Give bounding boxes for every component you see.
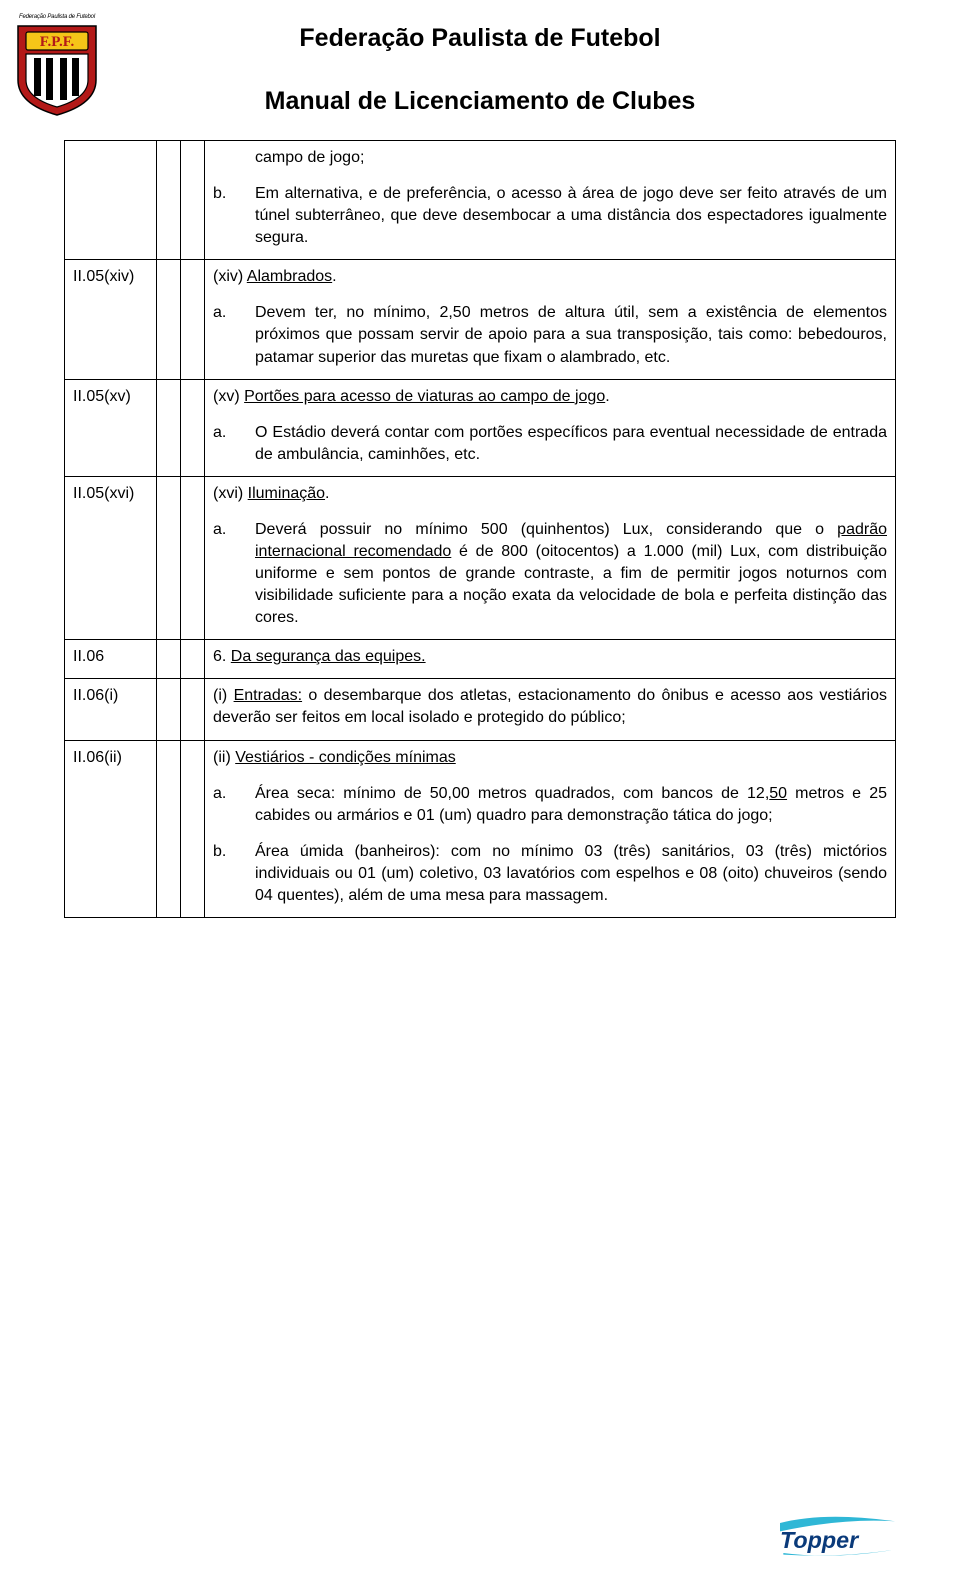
row-id [65,141,157,260]
item-marker: b. [213,183,255,249]
table-row: II.05(xv) (xv) Portões para acesso de vi… [65,379,896,476]
row-heading: (ii) Vestiários - condições mínimas [213,747,887,769]
row-heading: (xvi) Iluminação. [213,483,887,505]
row-id: II.06 [65,640,157,679]
row-id: II.05(xiv) [65,260,157,379]
row-content: 6. Da segurança das equipes. [205,640,896,679]
item-text: O Estádio deverá contar com portões espe… [255,422,887,466]
fpf-logo: Federação Paulista de Futebol F.P.F. [12,14,102,119]
item-marker: b. [213,841,255,907]
row-content: (xvi) Iluminação. a. Deverá possuir no m… [205,476,896,639]
page-title: Federação Paulista de Futebol [64,24,896,53]
table-row: II.05(xvi) (xvi) Iluminação. a. Deverá p… [65,476,896,639]
item-text: Área úmida (banheiros): com no mínimo 03… [255,841,887,907]
logo-caption: Federação Paulista de Futebol [12,14,102,20]
row-heading: (xiv) Alambrados. [213,266,887,288]
item-text: Devem ter, no mínimo, 2,50 metros de alt… [255,302,887,368]
page-subtitle: Manual de Licenciamento de Clubes [64,87,896,116]
table-row: campo de jogo; b. Em alternativa, e de p… [65,141,896,260]
item-marker [213,147,255,169]
table-row: II.06(i) (i) Entradas: o desembarque dos… [65,679,896,740]
svg-text:F.P.F.: F.P.F. [40,34,75,50]
row-id: II.05(xvi) [65,476,157,639]
topper-logo-icon: Topper [775,1513,900,1559]
table-row: II.06 6. Da segurança das equipes. [65,640,896,679]
item-text: campo de jogo; [255,147,887,169]
item-marker: a. [213,783,255,827]
table-row: II.06(ii) (ii) Vestiários - condições mí… [65,740,896,917]
fpf-shield-icon: F.P.F. [12,22,102,117]
document-page: Federação Paulista de Futebol F.P.F. Fed… [0,0,960,998]
row-content: (xv) Portões para acesso de viaturas ao … [205,379,896,476]
row-content: (ii) Vestiários - condições mínimas a. Á… [205,740,896,917]
item-marker: a. [213,422,255,466]
table-row: II.05(xiv) (xiv) Alambrados. a. Devem te… [65,260,896,379]
item-text: Deverá possuir no mínimo 500 (quinhentos… [255,519,887,629]
row-content: campo de jogo; b. Em alternativa, e de p… [205,141,896,260]
item-marker: a. [213,302,255,368]
row-heading: 6. Da segurança das equipes. [213,646,887,668]
item-text: Área seca: mínimo de 50,00 metros quadra… [255,783,887,827]
item-text: Em alternativa, e de preferência, o aces… [255,183,887,249]
row-id: II.06(i) [65,679,157,740]
row-content: (i) Entradas: o desembarque dos atletas,… [205,679,896,740]
row-id: II.06(ii) [65,740,157,917]
row-content: (xiv) Alambrados. a. Devem ter, no mínim… [205,260,896,379]
row-id: II.05(xv) [65,379,157,476]
row-heading: (xv) Portões para acesso de viaturas ao … [213,386,887,408]
rules-table: campo de jogo; b. Em alternativa, e de p… [64,140,896,918]
topper-logo: Topper [775,1513,900,1564]
item-marker: a. [213,519,255,629]
row-heading: (i) Entradas: o desembarque dos atletas,… [213,685,887,729]
footer-brand-text: Topper [780,1527,860,1553]
page-header: Federação Paulista de Futebol F.P.F. Fed… [64,24,896,116]
